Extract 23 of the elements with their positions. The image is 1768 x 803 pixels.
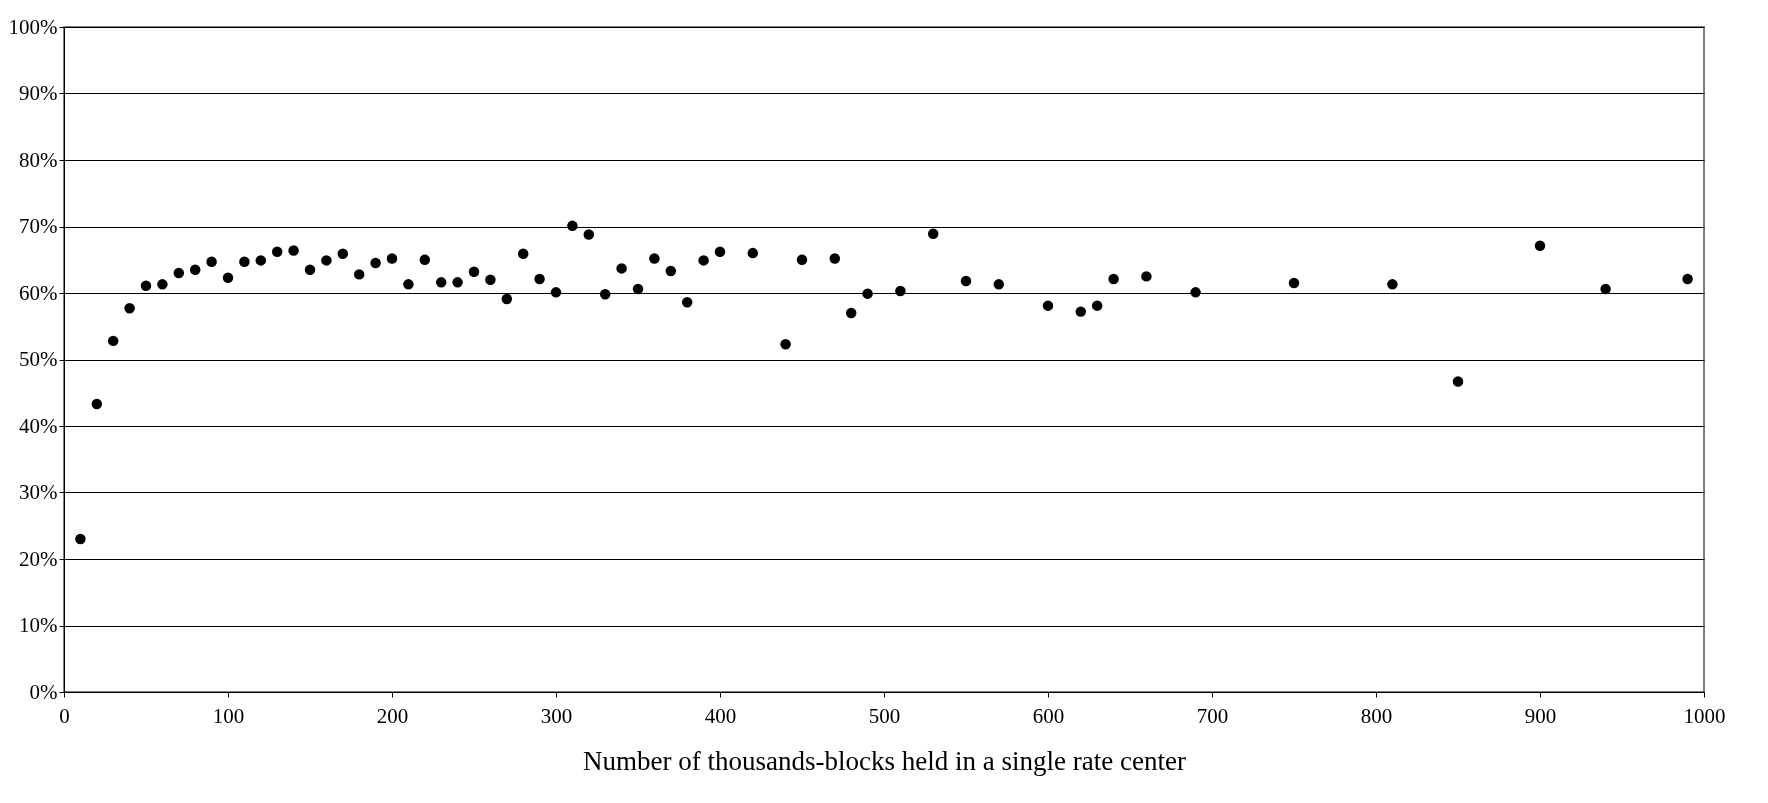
y-tick-label: 30%	[19, 480, 58, 504]
x-tick-label: 200	[376, 703, 409, 728]
x-tick-label: 700	[1196, 703, 1229, 728]
x-tick-label: 0	[59, 703, 70, 728]
x-tick-label: 600	[1032, 703, 1065, 728]
y-tick-label: 80%	[19, 147, 58, 172]
x-tick-label: 900	[1524, 703, 1557, 728]
y-tick-label: 70%	[19, 214, 58, 238]
x-tick-label: 300	[540, 703, 573, 728]
y-tick-label: 60%	[19, 280, 58, 305]
y-tick-label: 10%	[19, 613, 58, 637]
x-axis-title: Number of thousands-blocks held in a single rate center	[583, 745, 1186, 776]
y-tick-label: 50%	[19, 347, 58, 371]
y-tick-label: 100%	[8, 14, 58, 39]
x-tick-label: 100	[212, 703, 245, 728]
x-tick-label: 500	[868, 703, 901, 728]
y-tick-label: 20%	[19, 546, 58, 571]
x-tick-label: 800	[1360, 703, 1393, 728]
x-tick-label: 1000	[1683, 703, 1726, 728]
x-tick-label: 400	[704, 703, 737, 728]
y-tick-label: 40%	[19, 413, 58, 438]
y-tick-label: 0%	[29, 679, 58, 704]
y-tick-label: 90%	[19, 81, 58, 105]
